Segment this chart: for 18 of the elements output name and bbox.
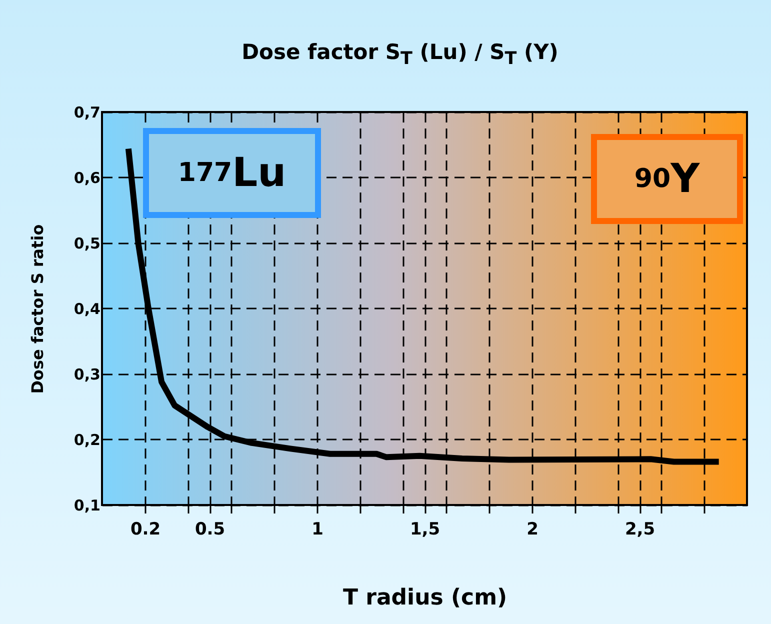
y-tick-label: 0,5 [74,234,100,252]
y-tick-label: 0,4 [74,300,100,318]
y-tick-label: 0,1 [74,496,100,514]
y-axis-title: Dose factor S ratio [28,224,47,394]
x-tick-label: 1 [312,520,324,540]
x-tick-label: 2 [526,520,538,540]
y-tick-label: 0,2 [74,431,100,449]
chart-title: Dose factor S$_{T}$ (Lu) / S$_{T}$ (Y) [240,40,560,70]
x-axis-title: T radius (cm) [342,586,508,610]
y-tick-label: 0,6 [74,169,100,187]
x-tick-label: 1,5 [410,520,440,540]
x-tick-label: 0.5 [194,520,226,540]
annotation: $^{177}$Lu [143,128,321,218]
y-tick-label: 0,3 [74,366,100,384]
annotation: $^{90}$Y [591,134,743,224]
x-tick-label: 2,5 [624,520,656,540]
y-tick-label: 0,7 [74,104,100,122]
x-tick-label: 0.2 [130,520,161,540]
